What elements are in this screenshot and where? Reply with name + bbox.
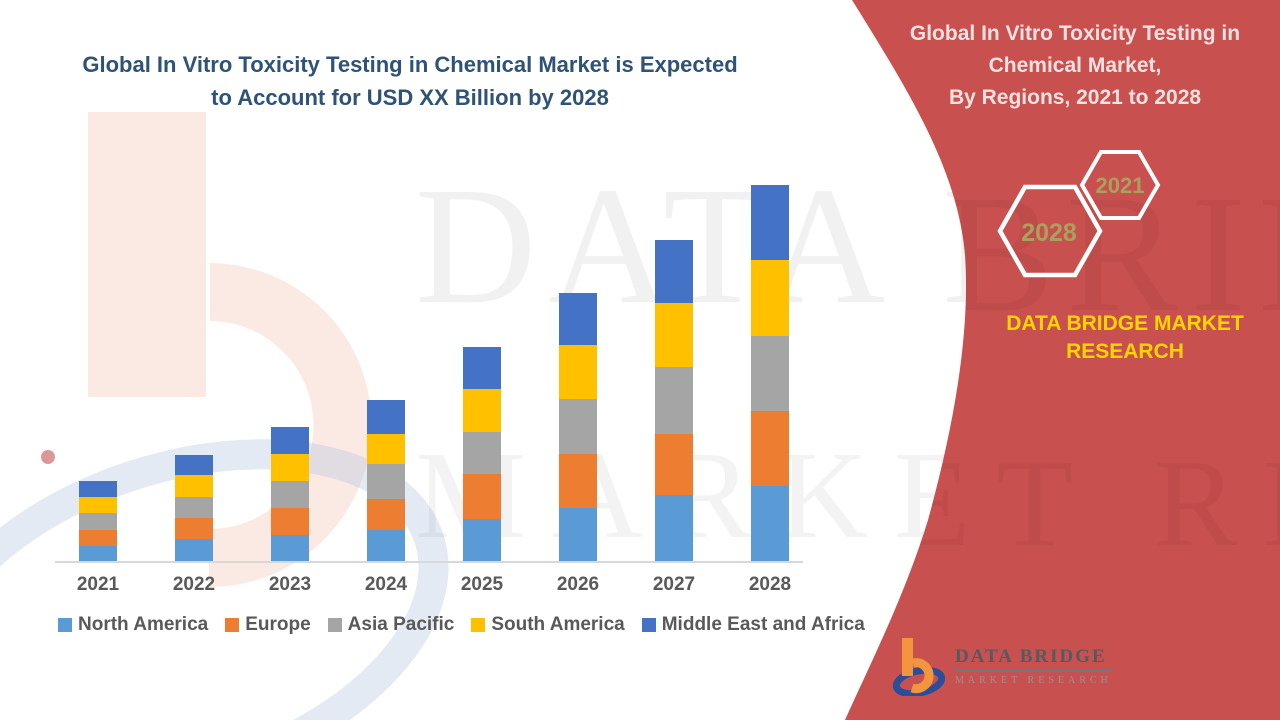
bar-segment-europe [79, 530, 117, 546]
bar-segment-middle-east-and-africa [175, 455, 213, 475]
chart-legend: North America Europe Asia Pacific South Ame… [58, 614, 865, 636]
legend-item-europe: Europe [225, 614, 311, 636]
hexagon-2021 [1079, 150, 1161, 220]
bar-segment-middle-east-and-africa [79, 481, 117, 497]
bar-segment-north-america [655, 495, 693, 561]
bar-segment-south-america [559, 345, 597, 399]
company-logo-rule [955, 670, 1112, 672]
bar-segment-asia-pacific [751, 336, 789, 411]
bar-2021 [79, 481, 117, 561]
company-logo-icon [893, 638, 945, 696]
legend-item-south-america: South America [471, 614, 625, 636]
x-axis-label-2025: 2025 [460, 574, 504, 595]
legend-swatch [225, 618, 240, 632]
bar-segment-south-america [271, 454, 309, 481]
x-axis-label-2023: 2023 [268, 574, 312, 595]
legend-swatch [327, 618, 342, 632]
bar-segment-north-america [751, 486, 789, 561]
page-title-line1: Global In Vitro Toxicity Testing in Chem… [82, 52, 738, 77]
brand-name-line2: RESEARCH [1066, 340, 1184, 363]
bar-chart [60, 150, 800, 561]
bar-segment-middle-east-and-africa [367, 400, 405, 434]
x-axis-label-2022: 2022 [172, 574, 216, 595]
bar-segment-europe [367, 499, 405, 530]
legend-label: Middle East and Africa [661, 614, 865, 635]
svg-text:MARKET RESEARCH: MARKET RESEARCH [415, 435, 1280, 573]
x-axis-label-2028: 2028 [748, 574, 792, 595]
bar-segment-middle-east-and-africa [463, 347, 501, 389]
watermark-red-dot [41, 450, 55, 464]
bar-2028 [751, 185, 789, 561]
company-logo: DATA BRIDGE MARKET RESEARCH [893, 636, 1112, 696]
bar-segment-asia-pacific [367, 464, 405, 499]
panel-title-line3: By Regions, 2021 to 2028 [948, 86, 1202, 109]
legend-item-north-america: North America [58, 614, 208, 636]
company-logo-name: DATA BRIDGE [955, 646, 1107, 667]
legend-label: Europe [245, 614, 311, 635]
bar-2022 [175, 455, 213, 561]
hexagon-2028-label: 2028 [1021, 219, 1077, 247]
panel-title-line1: Global In Vitro Toxicity Testing in [909, 22, 1241, 45]
bar-segment-north-america [79, 546, 117, 561]
brand-name: DATA BRIDGE MARKET RESEARCH [955, 310, 1280, 366]
bar-segment-europe [751, 411, 789, 486]
panel-title: Global In Vitro Toxicity Testing in Chem… [875, 18, 1275, 114]
x-axis-label-2021: 2021 [76, 574, 120, 595]
bar-segment-middle-east-and-africa [655, 240, 693, 303]
bar-segment-europe [463, 474, 501, 519]
legend-label: South America [491, 614, 625, 635]
bar-segment-asia-pacific [271, 481, 309, 508]
legend-swatch [641, 618, 656, 632]
bar-segment-north-america [271, 535, 309, 561]
bar-segment-north-america [367, 530, 405, 561]
brand-name-line1: DATA BRIDGE MARKET [1006, 312, 1244, 335]
legend-item-middle-east-and-africa: Middle East and Africa [641, 614, 865, 636]
bar-2025 [463, 347, 501, 561]
x-axis-labels: 2021 2022 2023 2024 2025 2026 2027 2028 [60, 574, 800, 600]
bar-segment-south-america [751, 260, 789, 336]
company-logo-subtitle: MARKET RESEARCH [955, 675, 1112, 686]
bar-2023 [271, 427, 309, 561]
bar-segment-south-america [463, 389, 501, 432]
bar-segment-asia-pacific [655, 367, 693, 434]
bar-2024 [367, 400, 405, 561]
bar-segment-south-america [367, 434, 405, 464]
x-axis-line [55, 561, 803, 563]
bar-segment-north-america [559, 508, 597, 561]
bar-segment-middle-east-and-africa [271, 427, 309, 454]
bar-segment-europe [175, 518, 213, 539]
bar-segment-north-america [175, 539, 213, 561]
legend-label: North America [78, 614, 209, 635]
legend-item-asia-pacific: Asia Pacific [327, 614, 455, 636]
bar-segment-asia-pacific [559, 399, 597, 454]
hexagon-2021-label: 2021 [1096, 173, 1145, 198]
bar-segment-south-america [655, 303, 693, 367]
bar-segment-europe [655, 434, 693, 495]
legend-label: Asia Pacific [347, 614, 455, 635]
bar-segment-europe [559, 454, 597, 508]
page-title: Global In Vitro Toxicity Testing in Chem… [40, 48, 780, 114]
bar-segment-middle-east-and-africa [751, 185, 789, 260]
bar-segment-asia-pacific [79, 513, 117, 530]
bar-segment-south-america [175, 475, 213, 497]
bar-2027 [655, 240, 693, 561]
legend-swatch [471, 618, 486, 632]
hexagon-2028 [997, 184, 1103, 278]
bar-segment-asia-pacific [463, 432, 501, 474]
page-title-line2: to Account for USD XX Billion by 2028 [211, 85, 609, 110]
bar-segment-asia-pacific [175, 497, 213, 518]
bar-segment-europe [271, 508, 309, 535]
bar-segment-south-america [79, 497, 117, 513]
bar-segment-middle-east-and-africa [559, 293, 597, 345]
x-axis-label-2024: 2024 [364, 574, 408, 595]
panel-title-line2: Chemical Market, [988, 54, 1162, 77]
bar-segment-north-america [463, 519, 501, 561]
red-panel-shape [845, 0, 1280, 720]
legend-swatch [58, 618, 72, 632]
bar-2026 [559, 293, 597, 561]
x-axis-label-2027: 2027 [652, 574, 696, 595]
x-axis-label-2026: 2026 [556, 574, 600, 595]
